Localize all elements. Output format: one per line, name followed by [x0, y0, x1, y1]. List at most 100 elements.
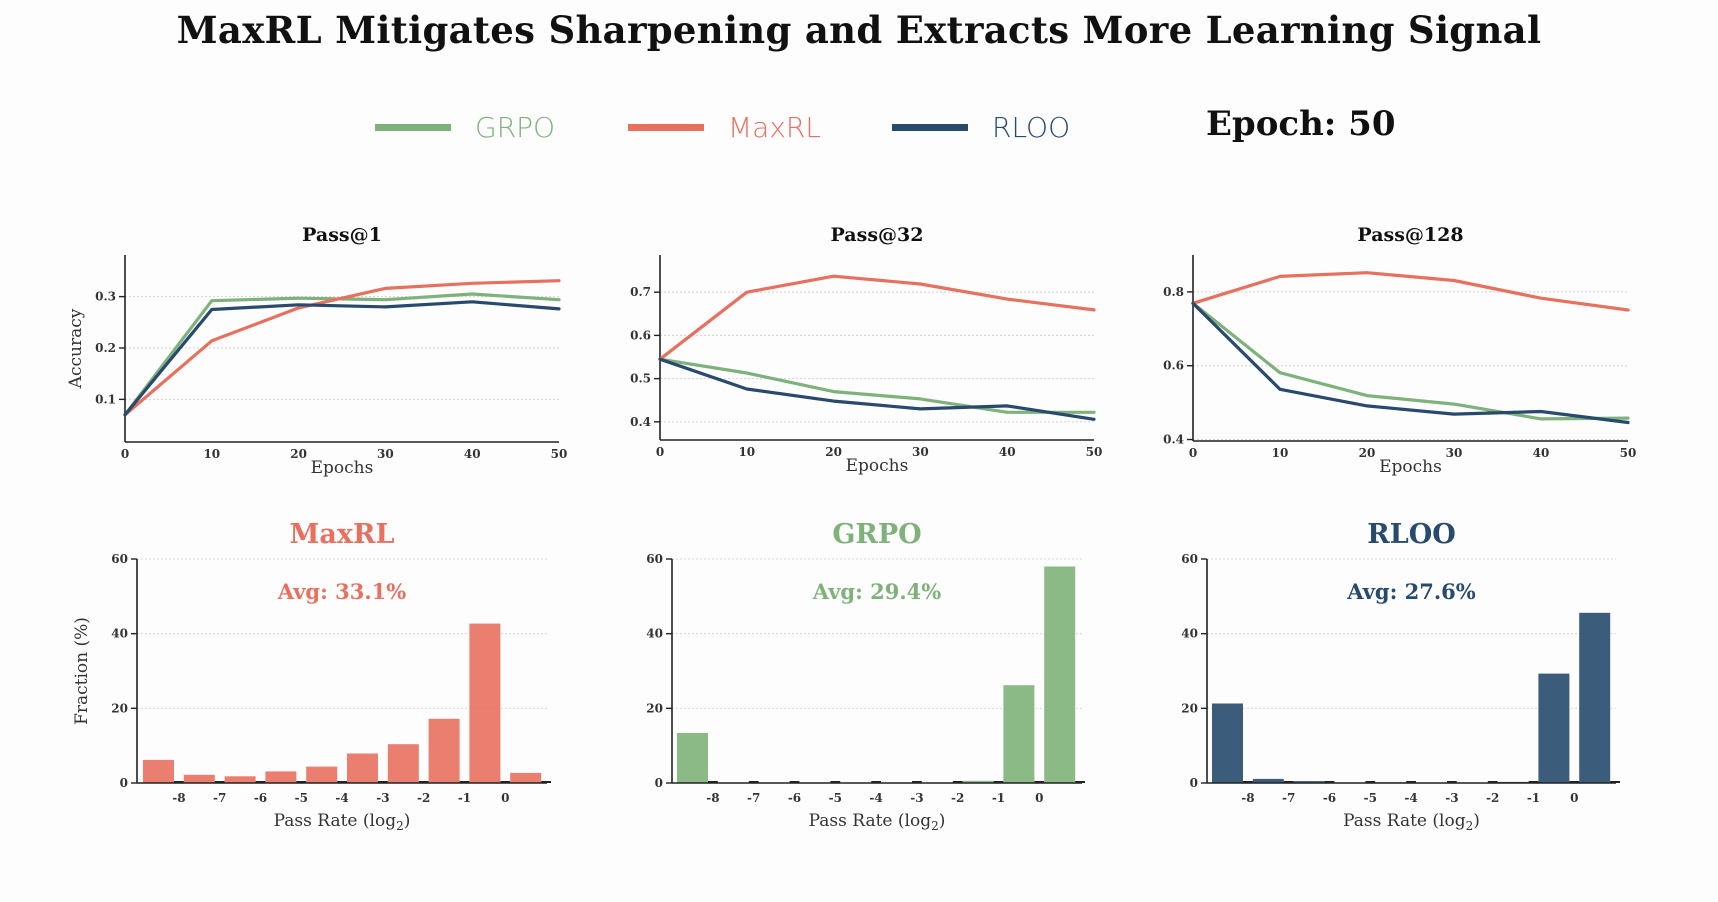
series-line-grpo: [658, 357, 1096, 414]
x-axis-title: Pass Rate (log2): [274, 811, 411, 833]
y-tick-label: 0.7: [630, 285, 651, 299]
histogram-bar: [387, 744, 419, 783]
histogram-title: MaxRL: [290, 519, 395, 550]
series-line-rloo: [123, 300, 561, 417]
x-tick-label: 50: [551, 447, 568, 461]
x-tick-label: 0: [656, 445, 664, 459]
y-tick-label: 20: [111, 701, 128, 715]
y-tick-label: 0.5: [630, 372, 651, 386]
average-annotation: Avg: 27.6%: [1346, 579, 1476, 604]
x-tick-label: -8: [1241, 791, 1254, 805]
legend-swatch-grpo: [375, 123, 451, 131]
x-tick-label: -3: [376, 791, 389, 805]
legend-item-grpo: GRPO: [375, 109, 555, 145]
epoch-label: Epoch: 50: [1206, 104, 1396, 144]
histogram-bar: [1003, 685, 1035, 783]
y-tick-label: 0.8: [1163, 285, 1184, 299]
y-tick-label: 60: [111, 552, 128, 566]
y-tick-label: 0.4: [630, 415, 651, 429]
x-tick-label: 20: [290, 447, 307, 461]
x-tick-label: 50: [1086, 445, 1103, 459]
x-tick-label: -3: [910, 791, 923, 805]
histogram-bar: [183, 774, 215, 783]
y-axis-title: Fraction (%): [72, 617, 92, 725]
panel-pass-32: 0.4 0.5 0.6 0.7 0 10 20 30 40 50 Pass@32 Epochs: [630, 224, 1102, 476]
figure-title: MaxRL Mitigates Sharpening and Extracts …: [176, 8, 1542, 52]
x-tick-label: -1: [992, 791, 1005, 805]
x-tick-label: 40: [464, 447, 481, 461]
panel-pass-1: 0.1 0.2 0.3 0 10 20 30 40 50 Pass@1 Epochs Accuracy: [66, 224, 567, 478]
legend-item-maxrl: MaxRL: [628, 109, 821, 145]
x-tick-label: 20: [1359, 446, 1376, 460]
histogram-bar: [306, 766, 338, 783]
series-line-rloo: [1191, 301, 1630, 425]
x-tick-label: 30: [377, 447, 394, 461]
histogram-bar: [1538, 673, 1570, 783]
panel-maxrl: 0 20 40 60 -8 -7 -6 -5 -4 -3 -2 -1 0 MaxRL Avg: 33.1% P…: [72, 519, 551, 833]
y-tick-label: 0.3: [95, 290, 116, 304]
x-tick-label: 0: [121, 447, 129, 461]
x-tick-label: -4: [335, 791, 348, 805]
legend-label-rloo: RLOO: [992, 110, 1071, 144]
y-tick-label: 0.1: [95, 392, 116, 406]
x-axis-title: Pass Rate (log2): [1343, 811, 1480, 833]
histogram-bar: [1252, 778, 1284, 783]
x-tick-label: 10: [203, 447, 220, 461]
series-line-maxrl: [1191, 271, 1630, 312]
y-tick-label: 20: [646, 701, 663, 715]
x-tick-label: -6: [254, 791, 267, 805]
x-tick-label: -4: [1404, 791, 1417, 805]
x-axis-title: Epochs: [311, 458, 374, 478]
histogram-title: RLOO: [1367, 519, 1455, 550]
legend-label-maxrl: MaxRL: [728, 110, 821, 144]
y-tick-label: 0: [1190, 776, 1198, 790]
y-tick-label: 0.6: [1163, 359, 1184, 373]
x-tick-label: -1: [458, 791, 471, 805]
legend-swatch-rloo: [892, 123, 968, 131]
x-tick-label: 0: [1035, 791, 1043, 805]
average-annotation: Avg: 29.4%: [812, 579, 942, 604]
x-tick-label: -2: [417, 791, 430, 805]
x-tick-label: 10: [738, 445, 755, 459]
x-tick-label: -7: [213, 791, 226, 805]
x-tick-label: -2: [951, 791, 964, 805]
x-tick-label: 0: [1189, 446, 1197, 460]
panel-title: Pass@32: [831, 224, 924, 246]
average-annotation: Avg: 33.1%: [277, 579, 407, 604]
y-tick-label: 0.6: [630, 328, 651, 342]
histogram-bar: [265, 771, 297, 783]
x-tick-label: -8: [172, 791, 185, 805]
histogram-bar: [510, 772, 542, 783]
panel-title: Pass@128: [1357, 224, 1463, 246]
histogram-bar: [428, 718, 460, 783]
legend-swatch-maxrl: [628, 123, 704, 131]
histogram-bar: [1293, 781, 1325, 783]
series-line-maxrl: [658, 274, 1096, 361]
series-line-grpo: [123, 292, 561, 417]
histogram-bar: [143, 759, 174, 783]
series-line-grpo: [1191, 301, 1630, 421]
x-tick-label: -1: [1527, 791, 1540, 805]
x-tick-label: 20: [825, 445, 842, 459]
histogram-bar: [677, 733, 708, 783]
panel-rloo: 0 20 40 60 -8 -7 -6 -5 -4 -3 -2 -1 0 RLOO Avg: 27.6% Pa…: [1181, 519, 1620, 833]
x-tick-label: 0: [1570, 791, 1578, 805]
x-tick-label: -5: [295, 791, 308, 805]
x-tick-label: -5: [1364, 791, 1377, 805]
y-tick-label: 0.2: [95, 341, 116, 355]
histogram-bar: [224, 776, 256, 783]
y-tick-label: 40: [1181, 627, 1198, 641]
x-axis-title: Epochs: [846, 456, 909, 476]
histogram-title: GRPO: [832, 519, 921, 550]
y-tick-label: 40: [111, 627, 128, 641]
series-line-maxrl: [123, 279, 561, 417]
y-tick-label: 0.4: [1163, 433, 1184, 447]
x-tick-label: 40: [999, 445, 1016, 459]
y-tick-label: 0: [120, 776, 128, 790]
y-tick-label: 0: [655, 776, 663, 790]
x-tick-label: -4: [869, 791, 882, 805]
x-tick-label: 50: [1620, 446, 1637, 460]
y-tick-label: 60: [646, 552, 663, 566]
x-tick-label: 10: [1272, 446, 1289, 460]
